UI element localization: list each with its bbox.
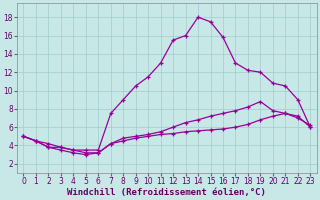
X-axis label: Windchill (Refroidissement éolien,°C): Windchill (Refroidissement éolien,°C) [68, 188, 266, 197]
